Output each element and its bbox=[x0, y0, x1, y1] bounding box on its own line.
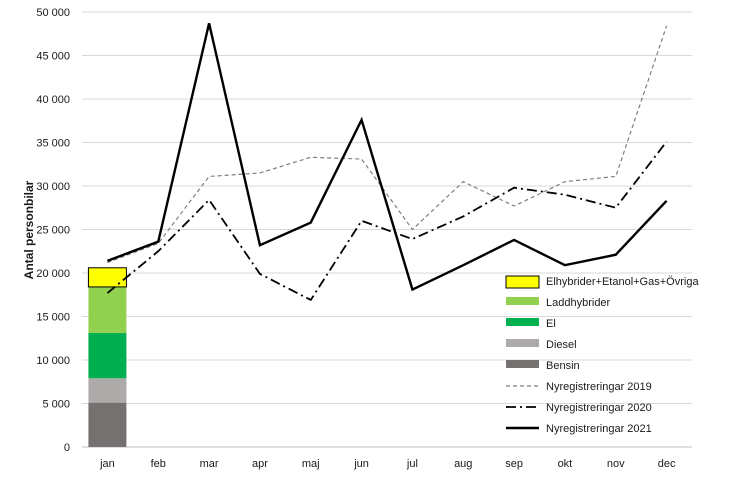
legend-label: Bensin bbox=[546, 360, 580, 372]
bar-segment-el bbox=[88, 333, 127, 379]
y-tick-label: 10 000 bbox=[36, 355, 70, 367]
legend-label: Elhybrider+Etanol+Gas+Övriga bbox=[546, 276, 699, 288]
y-axis-ticks: 0 5 000 10 000 15 000 20 000 25 000 30 000 35 0… bbox=[36, 7, 70, 454]
legend-swatch bbox=[506, 360, 539, 368]
stacked-bar-jan bbox=[87, 267, 127, 447]
legend-swatch bbox=[506, 318, 539, 326]
x-tick-label: maj bbox=[302, 458, 320, 470]
y-tick-label: 45 000 bbox=[36, 51, 70, 63]
legend-label: Nyregistreringar 2021 bbox=[546, 423, 652, 435]
bar-segment-elhybrider-etanol-gas-vriga bbox=[87, 267, 127, 288]
y-tick-label: 20 000 bbox=[36, 268, 70, 280]
y-tick-label: 0 bbox=[64, 442, 70, 454]
bar-segment-laddhybrider bbox=[88, 286, 127, 334]
legend-label: Nyregistreringar 2019 bbox=[546, 381, 652, 393]
legend-label: Laddhybrider bbox=[546, 297, 611, 309]
x-tick-label: sep bbox=[505, 458, 523, 470]
x-tick-label: apr bbox=[252, 458, 268, 470]
legend-swatch bbox=[505, 275, 540, 289]
legend-label: Diesel bbox=[546, 339, 577, 351]
y-tick-label: 30 000 bbox=[36, 181, 70, 193]
series-lines bbox=[106, 23, 668, 302]
y-tick-label: 50 000 bbox=[36, 7, 70, 19]
bar-segment-bensin bbox=[88, 402, 127, 447]
x-tick-label: jan bbox=[99, 458, 115, 470]
y-tick-label: 35 000 bbox=[36, 138, 70, 150]
y-tick-label: 40 000 bbox=[36, 94, 70, 106]
x-tick-label: okt bbox=[558, 458, 573, 470]
legend-label: Nyregistreringar 2020 bbox=[546, 402, 652, 414]
series-line-2 bbox=[106, 141, 668, 302]
x-axis-ticks: jan feb mar apr maj jun jul aug sep okt nov dec bbox=[99, 458, 676, 470]
x-tick-label: aug bbox=[454, 458, 472, 470]
y-axis-label: Antal personbilar bbox=[22, 180, 36, 279]
x-tick-label: dec bbox=[658, 458, 676, 470]
y-tick-label: 5 000 bbox=[42, 399, 70, 411]
legend-swatch bbox=[506, 339, 539, 347]
x-tick-label: mar bbox=[200, 458, 219, 470]
x-tick-label: nov bbox=[607, 458, 625, 470]
series-line-3 bbox=[106, 23, 668, 292]
legend: Elhybrider+Etanol+Gas+Övriga Laddhybrider… bbox=[505, 275, 699, 435]
x-tick-label: feb bbox=[151, 458, 166, 470]
bar-segment-diesel bbox=[88, 378, 127, 403]
y-tick-label: 25 000 bbox=[36, 225, 70, 237]
x-tick-label: jul bbox=[406, 458, 418, 470]
y-tick-label: 15 000 bbox=[36, 312, 70, 324]
legend-label: El bbox=[546, 318, 556, 330]
series-line-1 bbox=[107, 25, 668, 264]
legend-swatch bbox=[506, 297, 539, 305]
x-tick-label: jun bbox=[353, 458, 369, 470]
